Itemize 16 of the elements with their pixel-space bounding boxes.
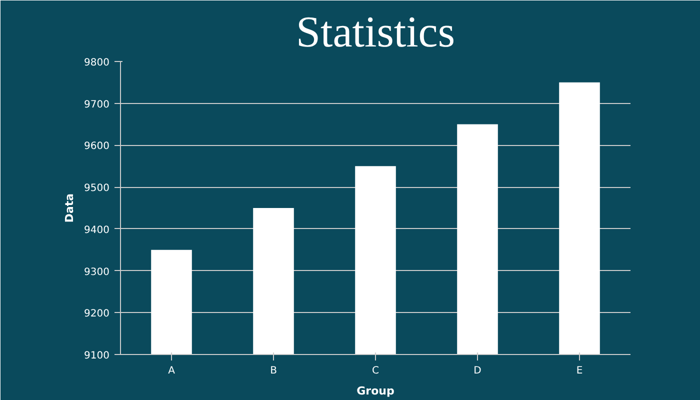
y-tick-label: 9700 [84, 99, 110, 110]
x-tick-label: C [372, 366, 380, 376]
x-tick-label: A [168, 366, 176, 376]
y-tick-label: 9100 [84, 350, 110, 362]
chart-title: Statistics [296, 8, 455, 56]
x-tick-label: B [270, 366, 278, 376]
x-tick-label: D [474, 366, 482, 376]
x-axis-title: Group [356, 384, 394, 398]
x-tick-label: E [576, 366, 583, 376]
y-tick-label: 9300 [84, 266, 110, 278]
y-tick-label: 9400 [84, 224, 110, 236]
y-tick-label: 9800 [84, 58, 110, 68]
y-axis-title: Data [63, 193, 76, 223]
y-tick-label: 9500 [84, 183, 110, 194]
y-tick-label: 9200 [84, 308, 110, 320]
y-tick-label: 9600 [84, 141, 110, 152]
